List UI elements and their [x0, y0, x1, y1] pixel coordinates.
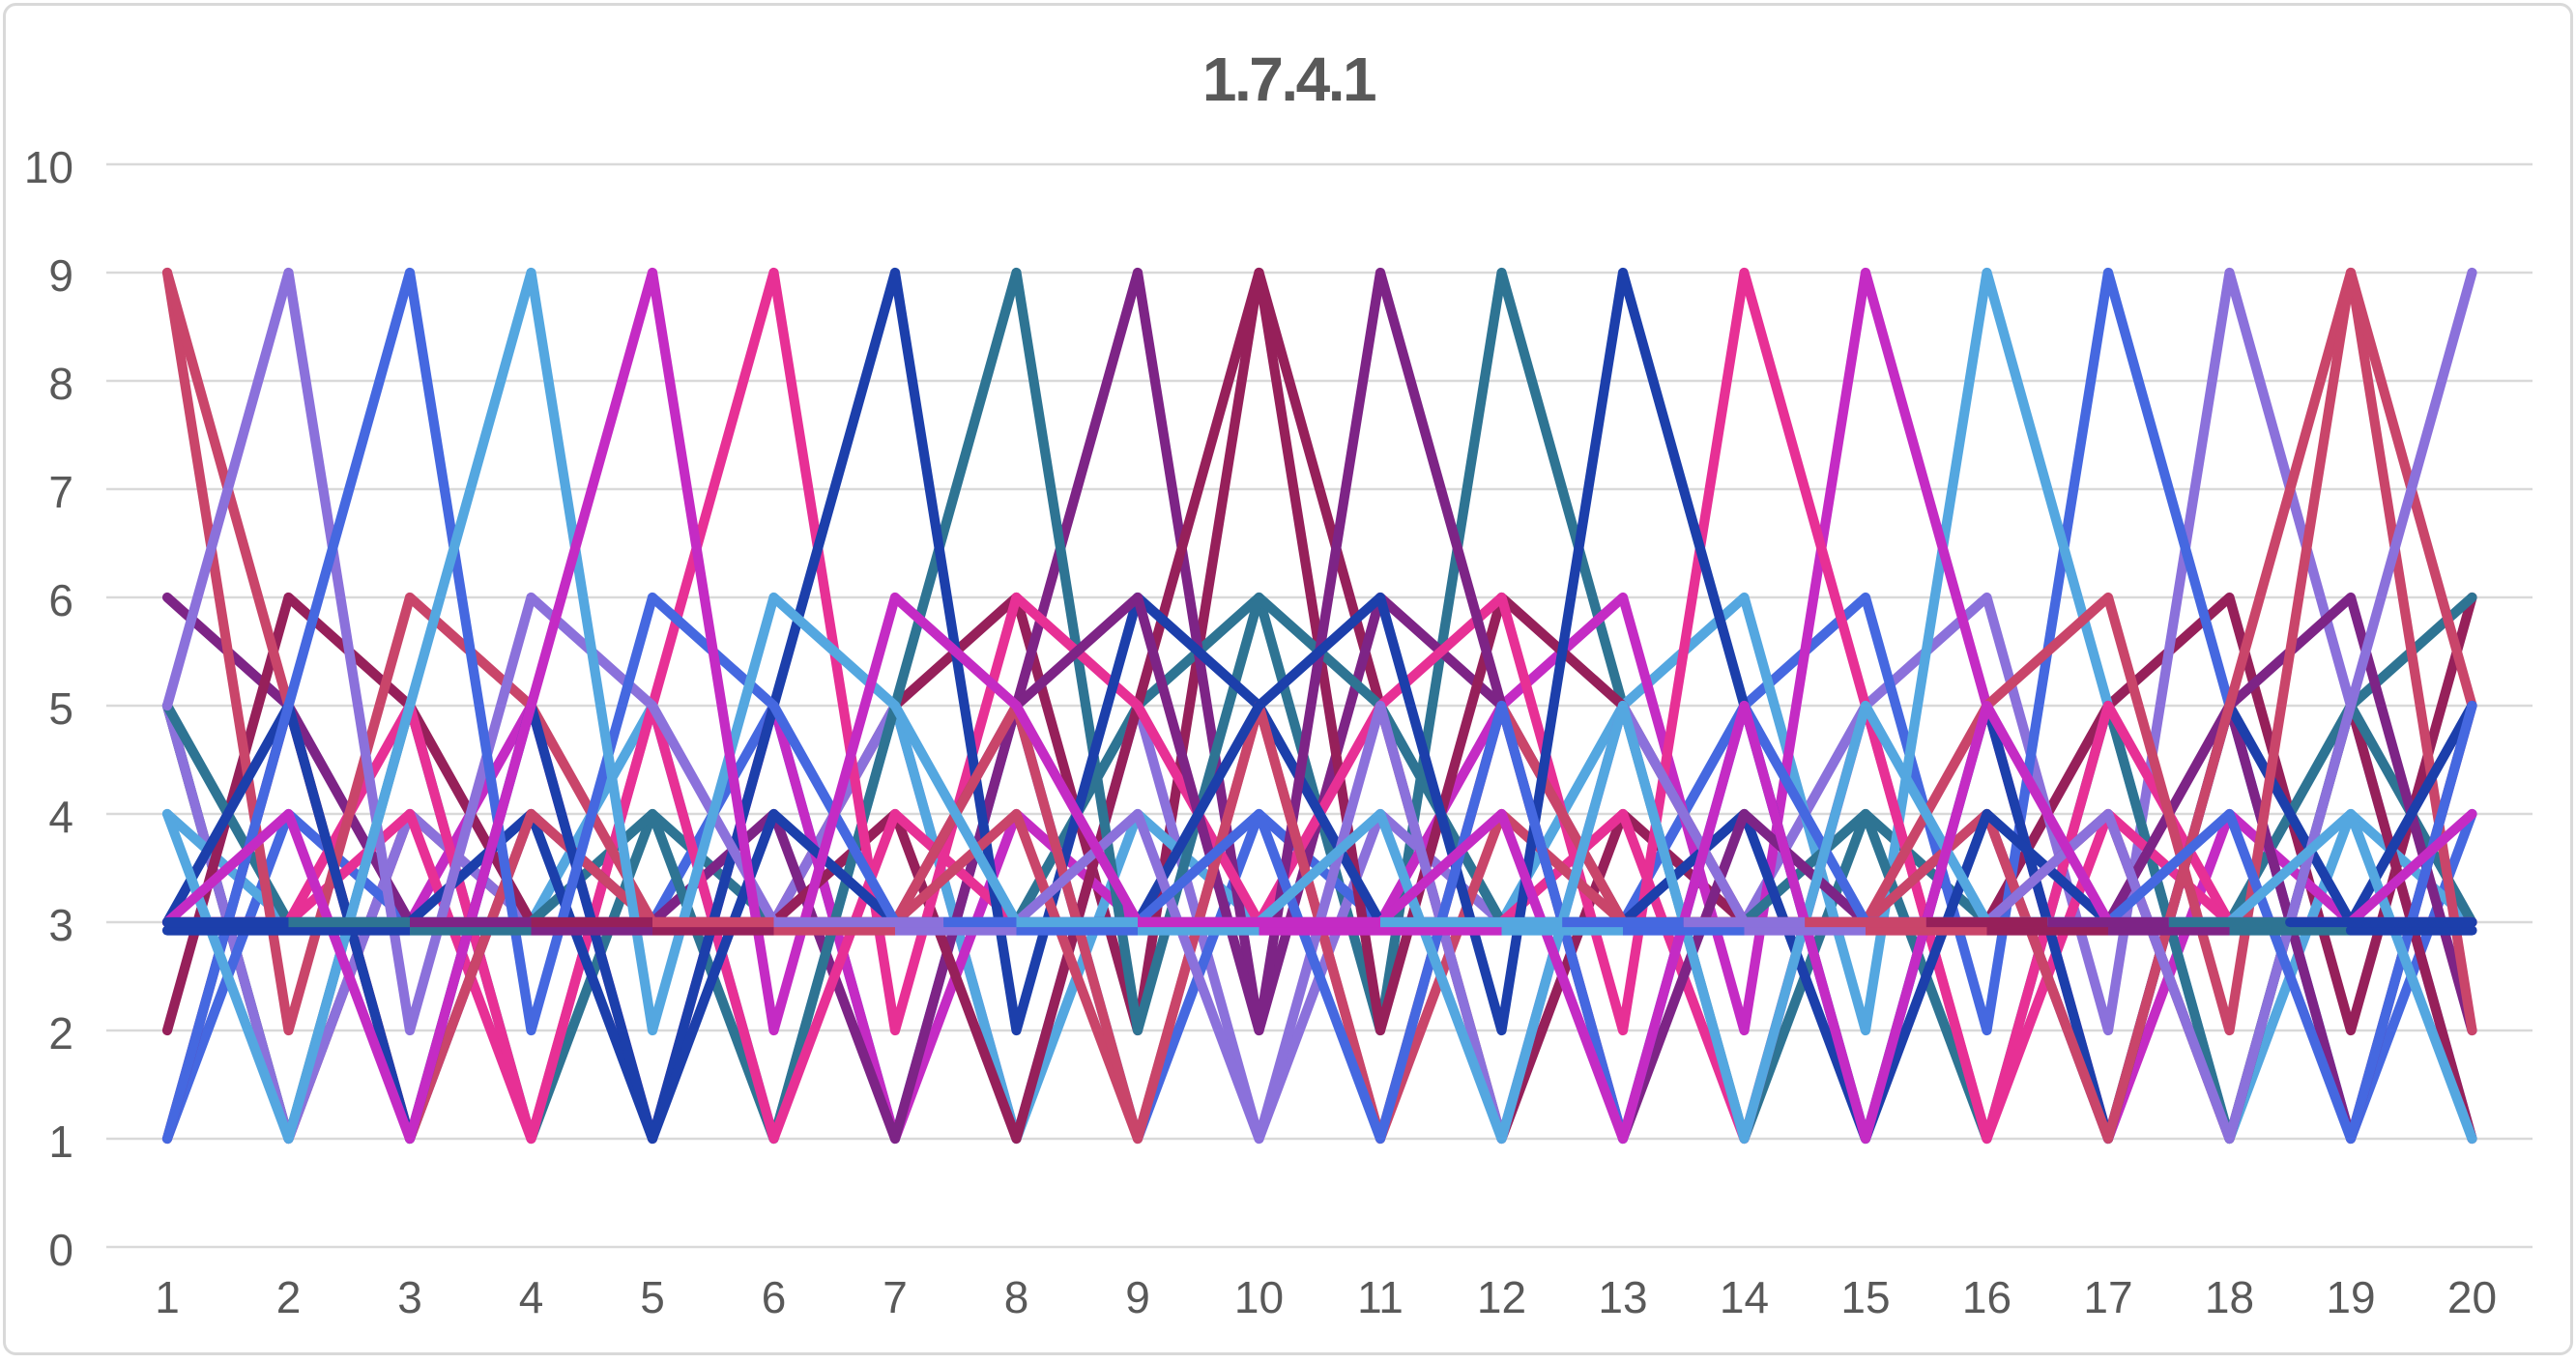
svg-text:8: 8 [1004, 1272, 1029, 1322]
svg-text:8: 8 [48, 359, 73, 409]
svg-text:5: 5 [48, 683, 73, 734]
svg-text:15: 15 [1840, 1272, 1890, 1322]
svg-text:2: 2 [48, 1008, 73, 1058]
svg-text:4: 4 [48, 792, 73, 842]
svg-text:10: 10 [24, 142, 73, 192]
svg-text:12: 12 [1477, 1272, 1526, 1322]
svg-text:14: 14 [1720, 1272, 1769, 1322]
svg-text:19: 19 [2326, 1272, 2375, 1322]
svg-text:11: 11 [1357, 1272, 1404, 1322]
svg-text:20: 20 [2447, 1272, 2497, 1322]
svg-text:1.7.4.1: 1.7.4.1 [1202, 44, 1375, 114]
svg-text:1: 1 [48, 1116, 73, 1167]
svg-text:5: 5 [640, 1272, 665, 1322]
svg-text:10: 10 [1234, 1272, 1284, 1322]
svg-text:7: 7 [48, 467, 73, 517]
svg-text:17: 17 [2083, 1272, 2132, 1322]
svg-text:16: 16 [1962, 1272, 2012, 1322]
svg-text:18: 18 [2205, 1272, 2254, 1322]
svg-text:3: 3 [397, 1272, 422, 1322]
svg-text:6: 6 [48, 575, 73, 625]
svg-text:0: 0 [48, 1225, 73, 1275]
svg-text:6: 6 [762, 1272, 787, 1322]
svg-text:1: 1 [155, 1272, 180, 1322]
svg-text:4: 4 [519, 1272, 544, 1322]
svg-text:3: 3 [48, 900, 73, 950]
svg-text:7: 7 [883, 1272, 908, 1322]
svg-text:9: 9 [48, 250, 73, 301]
svg-text:9: 9 [1125, 1272, 1150, 1322]
svg-text:13: 13 [1598, 1272, 1647, 1322]
svg-text:2: 2 [276, 1272, 302, 1322]
